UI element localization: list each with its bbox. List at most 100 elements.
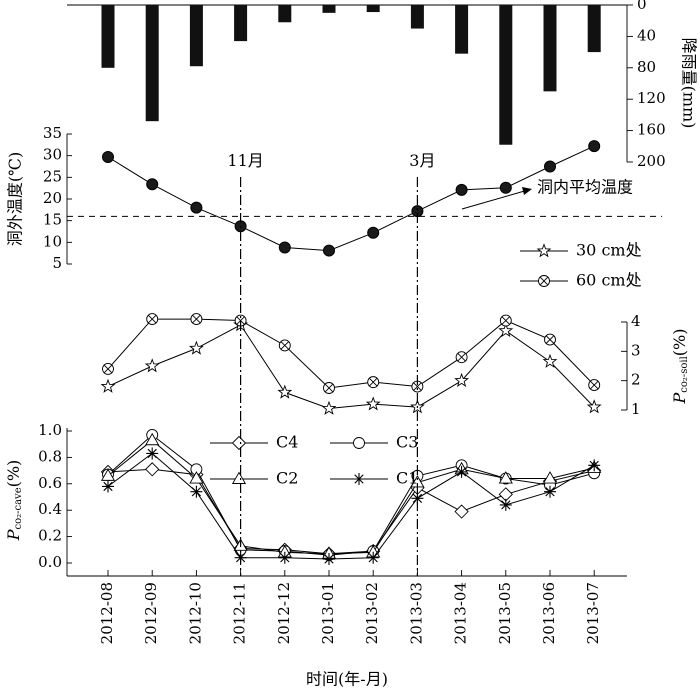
cave-co2-legend-c3-marker bbox=[353, 437, 365, 449]
cave-co2-tick-label: 0.2 bbox=[38, 527, 62, 545]
soil-co2-60cm-point bbox=[455, 351, 468, 364]
soil-co2-30cm-point bbox=[321, 400, 337, 415]
soil-co2-tick-label: 2 bbox=[631, 371, 641, 389]
soil-co2-tick-label: 3 bbox=[631, 341, 641, 359]
soil-co2-60cm-point-cross bbox=[147, 314, 157, 324]
cave-co2-c2-point bbox=[498, 471, 513, 484]
cave-co2-c1-point bbox=[367, 551, 380, 564]
soil-co2-60cm-point-cross bbox=[103, 364, 113, 374]
cave-co2-c2-point bbox=[145, 432, 160, 446]
temperature-axis-title: 洞外温度(℃) bbox=[6, 152, 25, 246]
temperature-tick-label: 5 bbox=[52, 254, 62, 272]
soil-co2-30cm-point bbox=[542, 353, 558, 368]
temperature-series-line bbox=[107, 145, 595, 252]
soil-co2-60cm-point-cross bbox=[280, 341, 290, 350]
soil-co2-tick-label: 1 bbox=[631, 400, 641, 418]
cave-co2-c1-line bbox=[107, 452, 595, 560]
cave-co2-c1-point bbox=[588, 459, 601, 472]
cave-co2-c1-point bbox=[146, 447, 159, 460]
cave-co2-c1-point bbox=[190, 485, 203, 498]
x-axis-title: 时间(年-月) bbox=[306, 670, 388, 689]
temperature-point bbox=[367, 226, 380, 239]
cave-co2-c1-point bbox=[323, 553, 335, 566]
rainfall-bar bbox=[499, 5, 513, 145]
soil-co2-60cm-point-cross bbox=[324, 383, 334, 393]
x-tick-label: 2012-10 bbox=[186, 582, 204, 644]
soil-co2-30cm-point bbox=[498, 322, 514, 338]
soil-co2-30cm-point bbox=[586, 399, 602, 414]
soil-co2-tick-label: 4 bbox=[631, 312, 641, 330]
soil-co2-axis-title: Pco₂-soil(%) bbox=[670, 328, 690, 404]
cave-co2-c1-point bbox=[544, 485, 556, 498]
rainfall-bar bbox=[322, 5, 336, 13]
soil-co2-legend: 30 cm处 60 cm处 bbox=[520, 241, 642, 290]
x-tick-label: 2013-05 bbox=[496, 582, 514, 644]
rainfall-tick-label: 200 bbox=[637, 152, 666, 170]
soil-co2-axis-title-unit: (%) bbox=[670, 328, 689, 356]
cave-co2-c1-point bbox=[499, 498, 512, 511]
cave-co2-c3-line bbox=[107, 434, 595, 556]
soil-co2-60cm-point bbox=[499, 314, 512, 327]
soil-co2-60cm-point bbox=[544, 333, 556, 346]
soil-co2-legend-30cm-marker bbox=[536, 243, 552, 258]
rainfall-tick-label: 160 bbox=[637, 121, 666, 139]
soil-co2-60cm-line bbox=[107, 318, 595, 389]
rainfall-tick-label: 0 bbox=[637, 0, 647, 13]
cave-co2-axis-title: Pco₂-cave(%) bbox=[4, 460, 24, 542]
soil-co2-30cm-point bbox=[454, 372, 470, 387]
cave-co2-tick-label: 0.4 bbox=[38, 500, 62, 518]
cave-co2-c4-line bbox=[107, 468, 595, 555]
rainfall-panel: 0 40 80 120 160 200 降雨量(mm) bbox=[67, 0, 699, 170]
soil-co2-60cm-point bbox=[367, 376, 380, 389]
soil-co2-60cm-point bbox=[190, 313, 203, 326]
rainfall-bar bbox=[455, 5, 469, 54]
rainfall-bar bbox=[587, 5, 601, 53]
rainfall-tick-label: 80 bbox=[637, 58, 656, 76]
temperature-point bbox=[102, 150, 114, 163]
cave-co2-legend-c4-marker bbox=[231, 435, 247, 451]
soil-co2-30cm-point bbox=[100, 378, 116, 393]
soil-co2-60cm-point-cross bbox=[545, 335, 555, 344]
temperature-tick-label: 30 bbox=[43, 146, 62, 164]
temperature-tick-label: 10 bbox=[43, 232, 62, 250]
x-tick-label: 2013-01 bbox=[319, 582, 337, 644]
rainfall-bar bbox=[543, 5, 557, 92]
cave-co2-legend-c3-label: C3 bbox=[396, 433, 418, 452]
temperature-point bbox=[499, 181, 512, 194]
cave-co2-legend-c4-label: C4 bbox=[276, 433, 298, 452]
month-marker-label: 3月 bbox=[409, 151, 435, 170]
rainfall-bar bbox=[145, 5, 159, 122]
soil-co2-30cm-point bbox=[188, 340, 204, 355]
temperature-point bbox=[278, 241, 291, 254]
soil-co2-axis-title-sub: co₂-soil bbox=[679, 356, 690, 393]
rainfall-bar bbox=[189, 5, 203, 67]
rainfall-tick-label: 120 bbox=[637, 89, 666, 107]
cave-co2-c2-line bbox=[107, 439, 595, 555]
cave-co2-c2-point bbox=[100, 468, 116, 481]
soil-co2-60cm-point-cross bbox=[501, 316, 511, 325]
soil-co2-legend-60cm-marker-cross bbox=[539, 276, 549, 286]
soil-co2-30cm-point bbox=[277, 384, 293, 399]
cave-co2-axis-title-sub: co₂-cave bbox=[13, 487, 24, 529]
soil-co2-60cm-point-cross bbox=[236, 316, 245, 325]
soil-co2-60cm-point-cross bbox=[457, 352, 466, 362]
cave-co2-c2-point bbox=[189, 471, 204, 484]
soil-co2-30cm-point bbox=[144, 358, 160, 373]
cave-co2-c1-point bbox=[411, 492, 424, 505]
cave-co2-panel: 0.0 0.2 0.4 0.6 0.8 1.0 Pco₂-cave(%) C4 C3 C2 C1 20… bbox=[4, 421, 627, 689]
x-tick-label: 2013-02 bbox=[363, 582, 381, 644]
temperature-point bbox=[190, 201, 203, 214]
month-marker-label: 11月 bbox=[227, 151, 263, 170]
cave-co2-legend-c1-marker bbox=[353, 473, 365, 485]
cave-co2-c1-point bbox=[278, 551, 291, 564]
x-tick-label: 2012-08 bbox=[98, 582, 116, 644]
soil-co2-60cm-point-cross bbox=[192, 314, 201, 324]
soil-co2-60cm-point-cross bbox=[589, 380, 599, 390]
cave-co2-axis-title-unit: (%) bbox=[4, 460, 23, 488]
x-tick-label: 2012-12 bbox=[275, 582, 293, 644]
temperature-point bbox=[146, 178, 159, 191]
cave-co2-legend: C4 C3 C2 C1 bbox=[210, 433, 418, 488]
cave-co2-tick-label: 1.0 bbox=[38, 421, 62, 439]
temperature-panel: 5 10 15 20 25 30 35 洞外温度(℃) 洞内平均温度 11月 3月 bbox=[6, 124, 662, 272]
